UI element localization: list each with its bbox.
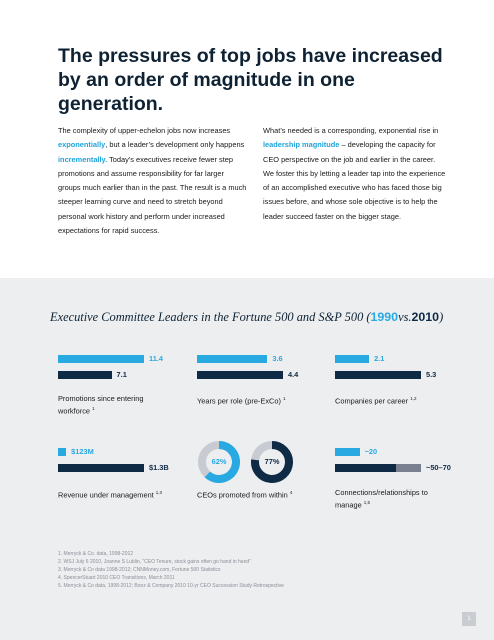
label: Promotions since entering workforce [58,394,144,416]
panel-label: Revenue under management 1,3 [58,488,168,500]
donut-slice [204,441,240,483]
year: 2010 [411,310,440,324]
value-label: ~20 [364,447,378,456]
page-number: 1 [462,612,476,626]
text: , but a leader’s development only happen… [105,140,245,150]
footnote: 3. Merryck & Co data 1998-2012; CNNMoney… [58,567,221,573]
title: The pressures of top jobs have increased… [58,45,443,115]
text: What’s needed is a corresponding, expone… [263,126,439,135]
bar [197,355,268,363]
value-label: 2.1 [374,354,385,363]
bar [58,464,144,472]
bar [335,448,360,456]
footnote: 1. Merryck & Co. data, 1998-2012 [58,551,134,557]
label: CEOs promoted from within [197,490,288,500]
value-label: 11.4 [149,354,163,363]
panel-label: Connections/relationships to manage 1,5 [335,488,445,510]
value-label: $123M [71,447,94,456]
bar [58,355,144,363]
bar [58,371,112,379]
value-label: 62% [211,457,227,466]
footnote: 4. SpencerStuart 2010 CEO Transitions, M… [58,575,175,581]
panel-label: Promotions since entering workforce 1 [58,394,168,416]
text: vs. [398,310,412,324]
panel-label: Companies per career 1,2 [335,394,445,406]
highlight: incrementally. [58,154,108,164]
value-label: $1.3B [149,463,169,472]
infographic-title: Executive Committee Leaders in the Fortu… [50,310,443,325]
panel-label: Years per role (pre-ExCo) 1 [197,394,307,406]
label: Companies per career [335,396,409,406]
label: Revenue under management [58,490,154,500]
footnotes: 1. Merryck & Co. data, 1998-2012 2. WSJ J… [58,550,284,590]
note: 1,3 [155,490,163,495]
note: 1 [283,396,286,401]
donut-slice [251,441,293,483]
right-paragraph: What’s needed is a corresponding, expone… [263,124,448,224]
year: 1990 [370,310,399,324]
value-label: 4.4 [288,370,299,379]
bar-range [396,464,421,472]
bar [335,464,397,472]
label: Years per role (pre-ExCo) [197,396,281,406]
footnote: 2. WSJ July 6 2010, Joanne S Lublin, “CE… [58,559,251,565]
value-label: 77% [264,457,280,466]
bar [335,371,421,379]
text: Today’s executives receive fewer step pr… [58,154,247,236]
highlight: leadership magnitude [263,140,340,150]
note: 1 [92,406,95,411]
text: ) [439,310,444,324]
note: 1,2 [410,396,417,401]
value-label: 7.1 [116,370,127,379]
value-label: 3.6 [272,354,283,363]
donut [251,441,293,483]
text: Executive Committee Leaders in the Fortu… [50,310,371,324]
panel-label: CEOs promoted from within 4 [197,488,307,500]
value-label: 5.3 [426,370,437,379]
footnote: 5. Merryck & Co data, 1998-2012; Booz & … [58,583,284,589]
donut [198,441,240,483]
text: – developing the capacity for CEO perspe… [263,140,446,221]
highlight: exponentially [58,140,106,150]
label: Connections/relationships to manage [335,488,428,510]
note: 1,5 [363,500,371,505]
infographic-band [0,278,494,640]
note: 4 [289,490,293,495]
bar [197,371,283,379]
value-label: ~50–70 [426,463,451,472]
bar [335,355,370,363]
left-paragraph: The complexity of upper-echelon jobs now… [58,124,248,238]
text: The complexity of upper-echelon jobs now… [58,126,231,135]
bar [58,448,67,456]
